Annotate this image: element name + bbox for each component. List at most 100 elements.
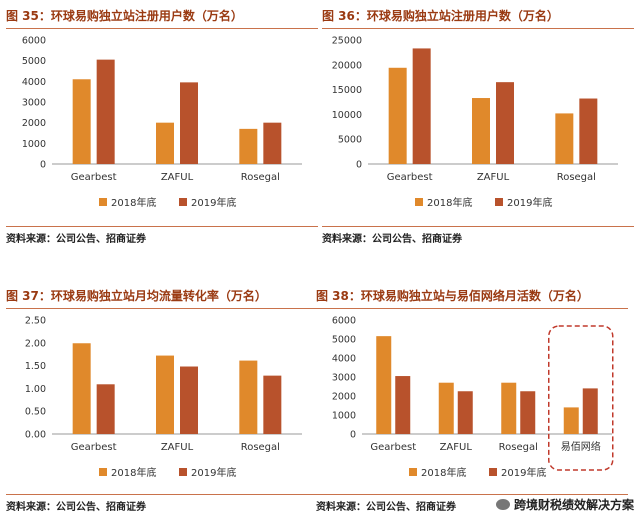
source-divider [322,226,634,227]
chart-panel-37: 图 37：环球易购独立站月均流量转化率（万名） 0.00 0.50 1.00 1.50… [6,286,318,516]
x-tick-label: 易佰网络 [561,440,601,453]
figure-title: 图 38：环球易购独立站与易佰网络月活数（万名） [316,289,589,303]
legend-swatch-2018 [99,468,107,476]
y-tick-label: 2000 [332,392,356,403]
x-tick-label: Rosegal [557,172,596,183]
watermark-text: 跨境财税绩效解决方案 [513,498,634,512]
bar-2018 [438,382,454,434]
wechat-icon [495,499,510,510]
source-note: 资料来源：公司公告、招商证券 [322,234,462,245]
title-divider [6,308,318,309]
y-tick-label: 3000 [332,373,356,384]
x-tick-label: Gearbest [370,442,416,453]
bar-2018 [501,382,517,434]
y-tick-label: 6000 [332,316,356,327]
y-tick-label: 2.00 [25,338,46,349]
legend-label-2019: 2019年底 [507,196,552,209]
x-tick-label: Rosegal [499,442,538,453]
x-tick-label: ZAFUL [161,172,194,183]
x-tick-label: ZAFUL [477,172,510,183]
x-tick-label: Rosegal [241,442,280,453]
y-tick-label: 0.00 [25,430,46,441]
bar-2019 [496,82,514,164]
title-divider [322,28,634,29]
bar-2018 [156,122,174,164]
legend-label-2019: 2019年底 [501,466,546,479]
legend-label-2018: 2018年底 [427,196,472,209]
bar-2019 [412,48,431,164]
legend-label-2018: 2018年底 [111,466,156,479]
bar-2018 [472,98,490,164]
bar-2019 [263,122,282,164]
legend-swatch-2019 [489,468,497,476]
y-tick-label: 25000 [332,36,362,47]
legend-label-2019: 2019年底 [191,196,236,209]
bar-2018 [156,355,174,434]
bar-2018 [555,113,574,164]
y-tick-label: 3000 [22,98,46,109]
y-tick-label: 0 [356,160,362,171]
y-tick-label: 1000 [22,139,46,150]
legend-label-2019: 2019年底 [191,466,236,479]
title-divider [6,28,318,29]
bar-2019 [96,59,115,164]
legend-swatch-2019 [179,198,187,206]
bar-2018 [376,336,392,434]
bar-2019 [582,388,598,434]
y-tick-label: 1000 [332,411,356,422]
bar-2018 [239,128,258,164]
y-tick-label: 5000 [22,56,46,67]
y-tick-label: 6000 [22,36,46,47]
y-tick-label: 2000 [22,118,46,129]
bar-2019 [520,391,536,434]
legend-swatch-2018 [409,468,417,476]
bar-chart: 0 5000 10000 15000 20000 25000 Gearbest ZAFUL Ro… [332,36,618,209]
source-note: 资料来源：公司公告、招商证券 [6,502,146,513]
bar-2019 [180,82,198,164]
x-tick-label: Gearbest [387,172,433,183]
source-note: 资料来源：公司公告、招商证券 [316,502,456,513]
x-tick-label: ZAFUL [161,442,194,453]
chart-panel-38: 图 38：环球易购独立站与易佰网络月活数（万名） 0 1000 2000 3000 40… [316,286,628,516]
y-tick-label: 1.00 [25,384,46,395]
watermark: 跨境财税绩效解决方案 [495,496,634,513]
legend-swatch-2019 [495,198,503,206]
y-tick-label: 15000 [332,85,362,96]
y-tick-label: 0.50 [25,407,46,418]
y-tick-label: 1.50 [25,361,46,372]
bar-chart: 0 1000 2000 3000 4000 5000 6000 Gearbest ZAFUL Ro… [332,316,614,479]
chart-panel-36: 图 36：环球易购独立站注册用户数（万名） 0 5000 10000 15000 200… [322,6,634,246]
bar-2018 [388,67,407,164]
y-tick-label: 0 [350,430,356,441]
bar-2019 [263,375,282,434]
bar-chart: 0 1000 2000 3000 4000 5000 6000 Gearbest ZAFUL Ro… [22,36,302,209]
source-divider [6,226,318,227]
source-note: 资料来源：公司公告、招商证券 [6,234,146,245]
x-tick-label: Gearbest [71,172,117,183]
source-divider [6,494,318,495]
bar-2019 [96,384,115,434]
bar-2019 [180,366,198,434]
y-tick-label: 2.50 [25,316,46,327]
chart-panel-35: 图 35：环球易购独立站注册用户数（万名） 0 1000 2000 3000 4000 5… [6,6,318,246]
legend-swatch-2018 [415,198,423,206]
legend-label-2018: 2018年底 [421,466,466,479]
bar-2018 [239,360,258,434]
figure-title: 图 37：环球易购独立站月均流量转化率（万名） [6,289,267,303]
legend-swatch-2018 [99,198,107,206]
y-tick-label: 10000 [332,110,362,121]
bar-2019 [579,98,598,164]
bar-2019 [457,391,473,434]
y-tick-label: 5000 [338,135,362,146]
bar-2018 [72,79,91,164]
highlight-box [548,325,614,471]
y-tick-label: 20000 [332,60,362,71]
y-tick-label: 0 [40,160,46,171]
legend-swatch-2019 [179,468,187,476]
y-tick-label: 5000 [332,335,356,346]
bar-2019 [395,376,411,434]
bar-2018 [72,343,91,434]
x-tick-label: Rosegal [241,172,280,183]
y-tick-label: 4000 [332,354,356,365]
x-tick-label: ZAFUL [440,442,473,453]
